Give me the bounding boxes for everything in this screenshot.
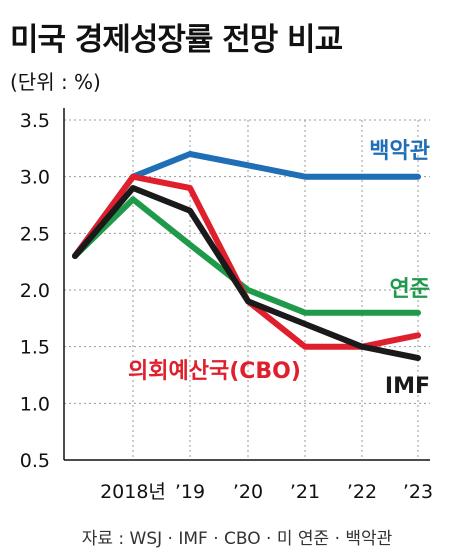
x-tick-label: ’19 bbox=[175, 481, 205, 503]
x-tick-label: ’23 bbox=[403, 481, 433, 503]
series-lines bbox=[72, 151, 421, 361]
y-tick-label: 3.0 bbox=[20, 167, 50, 189]
series-line bbox=[72, 196, 421, 316]
x-tick-label: ’20 bbox=[233, 481, 263, 503]
y-tick-label: 0.5 bbox=[20, 450, 50, 472]
y-tick-label: 1.0 bbox=[20, 393, 50, 415]
chart-title: 미국 경제성장률 전망 비교 bbox=[10, 22, 343, 58]
series-label: 백악관 bbox=[369, 139, 430, 164]
x-tick-label: ’21 bbox=[290, 481, 320, 503]
source-note: 자료 : WSJ · IMF · CBO · 미 연준 · 백악관 bbox=[81, 529, 393, 549]
series-line bbox=[72, 185, 421, 361]
series-label: 의회예산국(CBO) bbox=[128, 359, 301, 384]
series-label: 연준 bbox=[390, 277, 430, 302]
y-tick-label: 3.5 bbox=[20, 110, 50, 132]
x-tick-label: ’22 bbox=[347, 481, 377, 503]
line-chart: 0.5 1.0 1.5 2.0 2.5 3.0 3.5 2018년 ’19 ’20 ’21 ’22 ’2… bbox=[20, 108, 433, 503]
y-tick-label: 1.5 bbox=[20, 337, 50, 359]
unit-label: (단위 : %) bbox=[10, 70, 101, 94]
series-label: IMF bbox=[385, 374, 430, 399]
axes: 0.5 1.0 1.5 2.0 2.5 3.0 3.5 2018년 ’19 ’20 ’21 ’22 ’2… bbox=[20, 108, 433, 503]
y-tick-label: 2.5 bbox=[20, 223, 50, 245]
y-tick-label: 2.0 bbox=[20, 280, 50, 302]
x-tick-label: 2018년 bbox=[100, 481, 166, 503]
